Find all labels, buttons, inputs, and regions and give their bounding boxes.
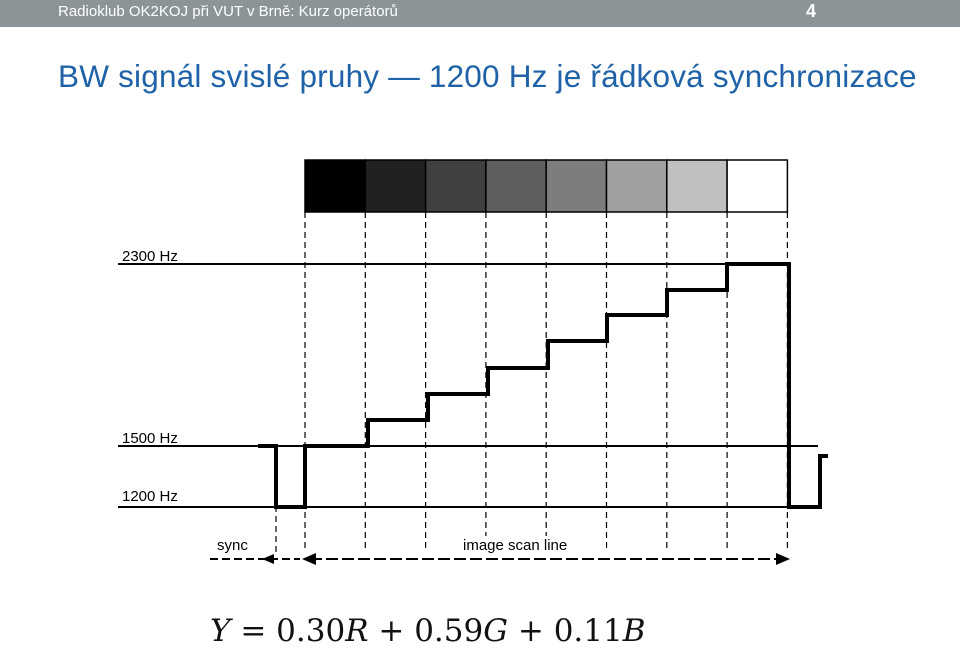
gray-bar-6 [605, 159, 668, 213]
freq-label-1500: 1500 Hz [122, 430, 178, 447]
gray-bar-2 [364, 159, 427, 213]
slide-title: BW signál svislé pruhy — 1200 Hz je řádk… [58, 58, 917, 94]
scanline-arrowhead-right [776, 553, 790, 565]
gray-bar-5 [545, 159, 608, 213]
scanline-label: image scan line [463, 537, 567, 554]
freq-label-1200: 1200 Hz [122, 488, 178, 505]
gray-bar-3 [424, 159, 487, 213]
freq-label-2300: 2300 Hz [122, 248, 178, 265]
luminance-formula: Y = 0.30R + 0.59G + 0.11B [210, 613, 646, 649]
scanline-arrowhead-left [302, 553, 316, 565]
gray-bar-7 [666, 159, 728, 213]
header-title: Radioklub OK2KOJ při VUT v Brně: Kurz op… [58, 3, 398, 20]
sync-label: sync [217, 537, 248, 554]
header-bar [0, 0, 960, 27]
gray-bar-1 [304, 159, 367, 213]
gray-scale-bars [304, 159, 789, 213]
gray-bar-8 [726, 159, 789, 213]
signal-waveform [258, 262, 828, 509]
sync-arrowhead [262, 554, 274, 564]
page-number: 4 [806, 1, 817, 21]
gray-bar-4 [485, 159, 547, 213]
